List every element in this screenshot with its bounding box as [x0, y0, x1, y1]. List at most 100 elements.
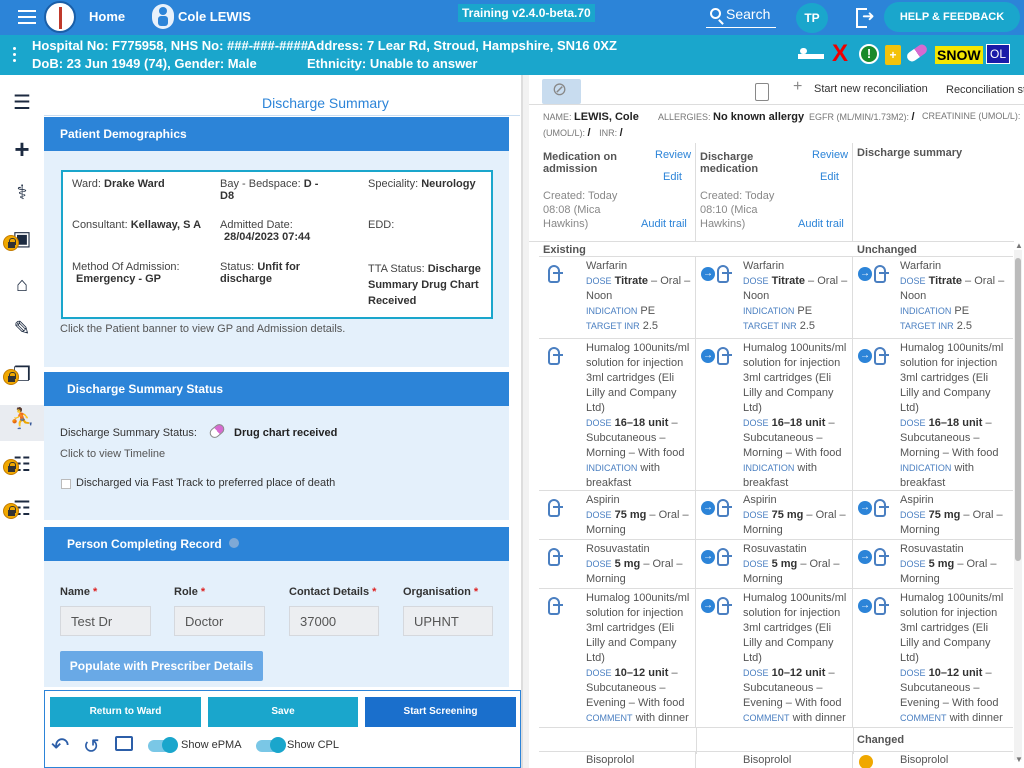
transfer-icon: →	[701, 497, 732, 523]
med-name: Aspirin	[743, 494, 777, 506]
comment-value: with dinner	[635, 712, 689, 724]
medical-kit-icon[interactable]: +	[885, 45, 901, 65]
audit-trail-link[interactable]: Audit trail	[798, 218, 844, 230]
title-divider	[44, 115, 520, 116]
dose-key: DOSE	[743, 276, 769, 286]
demographics-box[interactable]: Ward: Drake Ward Bay - Bedspace: D - D8 …	[61, 170, 493, 319]
logout-icon[interactable]	[856, 7, 876, 28]
name-label-text: Name	[60, 586, 90, 598]
menu-icon[interactable]	[18, 10, 36, 24]
add-icon[interactable]: +	[14, 134, 30, 164]
admission-cell: Warfarin DOSE Titrate – Oral – Noon INDICA…	[539, 257, 696, 338]
view-timeline-link[interactable]: Click to view Timeline	[60, 448, 166, 460]
person-icon	[152, 4, 174, 29]
med-name: Aspirin	[900, 494, 934, 506]
scrollbar-thumb[interactable]	[1015, 258, 1021, 561]
lock-icon	[3, 503, 19, 519]
alert-icon[interactable]: !	[859, 44, 879, 64]
edd-label: EDD:	[368, 219, 395, 231]
med-row-humalog-morning[interactable]: Humalog 100units/ml solution for injecti…	[539, 338, 1013, 490]
ol-badge[interactable]: OL	[986, 44, 1011, 64]
patient-address: Address: 7 Lear Rd, Stroud, Hampshire, S…	[307, 38, 617, 53]
admission-method-label: Method Of Admission:	[72, 261, 180, 273]
organisation-field[interactable]: UPHNT	[403, 606, 493, 636]
medicine-icon	[544, 595, 572, 621]
search-button[interactable]: Search	[706, 4, 776, 28]
patient-banner[interactable]: Hospital No: F775958, NHS No: ###-###-##…	[0, 35, 1024, 75]
disabled-icon[interactable]	[542, 79, 581, 104]
edit-link[interactable]: Edit	[663, 171, 682, 183]
dose-key: DOSE	[586, 418, 612, 428]
start-reconciliation-button[interactable]: Start new reconciliation	[814, 83, 928, 95]
save-button[interactable]: Save	[208, 697, 358, 727]
med-row-warfarin[interactable]: Warfarin DOSE Titrate – Oral – Noon INDICA…	[539, 256, 1013, 338]
bay-value: D - D8	[220, 178, 319, 202]
document-icon[interactable]	[755, 83, 769, 101]
medicine-icon	[548, 597, 563, 615]
return-to-ward-button[interactable]: Return to Ward	[50, 697, 201, 727]
route: – Oral – Noon	[900, 275, 1005, 302]
medicine-icon	[544, 263, 572, 289]
indication-value: PE	[954, 305, 970, 317]
edit-link[interactable]: Edit	[820, 171, 839, 183]
history-icon[interactable]: ↺	[83, 736, 100, 758]
patient-name[interactable]: Cole LEWIS	[178, 9, 251, 24]
med-row-rosuvastatin[interactable]: Rosuvastatin DOSE 5 mg – Oral – Morning →…	[539, 539, 1013, 588]
dose-key: DOSE	[743, 418, 769, 428]
action-bar: Return to Ward Save Start Screening ↶ ↺ …	[44, 690, 521, 768]
info-icon[interactable]	[229, 538, 240, 548]
house-medical-icon[interactable]: ⌂	[15, 274, 29, 296]
medicine-icon	[544, 546, 572, 572]
edit-document-icon[interactable]: ✎	[13, 318, 31, 340]
med-row-humalog-evening[interactable]: Humalog 100units/ml solution for injecti…	[539, 588, 1013, 727]
training-version-badge: Training v2.4.0-beta.70	[458, 4, 595, 22]
arrow-icon: →	[858, 349, 872, 363]
med-row-bisoprolol[interactable]: Bisoprolol Bisoprolol Bisoprolol	[539, 751, 1013, 768]
discharge-icon[interactable]: ⛹	[9, 408, 35, 430]
start-screening-button[interactable]: Start Screening	[365, 697, 516, 727]
arrow-icon: →	[701, 550, 715, 564]
user-avatar[interactable]: TP	[796, 3, 828, 33]
list-icon[interactable]: ☰	[13, 92, 31, 114]
fast-track-checkbox[interactable]	[61, 479, 71, 489]
discharge-status-card: Discharge Summary Status Discharge Summa…	[44, 372, 509, 520]
snow-badge[interactable]: SNOW	[935, 46, 983, 64]
undo-icon[interactable]: ↶	[51, 733, 70, 758]
review-link[interactable]: Review	[812, 149, 849, 161]
summary-cell: → Warfarin DOSE Titrate – Oral – Noon INDI…	[853, 257, 1013, 338]
vertical-scrollbar[interactable]	[1014, 250, 1022, 760]
panel-splitter[interactable]	[522, 75, 529, 768]
home-link[interactable]: Home	[89, 9, 126, 24]
help-feedback-button[interactable]: HELP & FEEDBACK	[884, 2, 1020, 32]
role-label: Role *	[174, 586, 205, 598]
reconciliation-status[interactable]: Reconciliation st	[946, 84, 1024, 96]
scroll-up-arrow[interactable]: ▲	[1015, 241, 1023, 250]
creatinine-value: /	[587, 127, 591, 139]
print-icon[interactable]	[115, 736, 133, 751]
comment-value: with dinner	[792, 712, 846, 724]
cross-alert-icon[interactable]: X	[832, 40, 849, 67]
role-field[interactable]: Doctor	[174, 606, 265, 636]
name-field[interactable]: Test Dr	[60, 606, 151, 636]
more-options-icon[interactable]	[13, 47, 16, 63]
show-epma-toggle[interactable]	[148, 737, 178, 753]
contact-label-text: Contact Details	[289, 586, 370, 598]
scroll-down-arrow[interactable]: ▼	[1015, 755, 1023, 764]
contact-details-field[interactable]: 37000	[289, 606, 379, 636]
med-name: Humalog 100units/ml solution for injecti…	[586, 342, 690, 414]
bed-icon[interactable]	[798, 46, 824, 62]
summary-cell: → Aspirin DOSE 75 mg – Oral – Morning	[853, 491, 1013, 539]
med-row-aspirin[interactable]: Aspirin DOSE 75 mg – Oral – Morning → Asp…	[539, 490, 1013, 539]
populate-prescriber-button[interactable]: Populate with Prescriber Details	[60, 651, 263, 681]
role-label-text: Role	[174, 586, 198, 598]
arrow-icon: →	[858, 267, 872, 281]
audit-trail-link[interactable]: Audit trail	[641, 218, 687, 230]
column-divider	[853, 728, 854, 754]
arrow-icon: →	[701, 501, 715, 515]
route: – Oral – Noon	[743, 275, 848, 302]
show-cpl-toggle[interactable]	[256, 737, 286, 753]
indication-key: INDICATION	[743, 463, 795, 473]
lock-icon	[3, 369, 19, 385]
stethoscope-icon[interactable]: ⚕	[16, 182, 28, 204]
review-link[interactable]: Review	[655, 149, 692, 161]
